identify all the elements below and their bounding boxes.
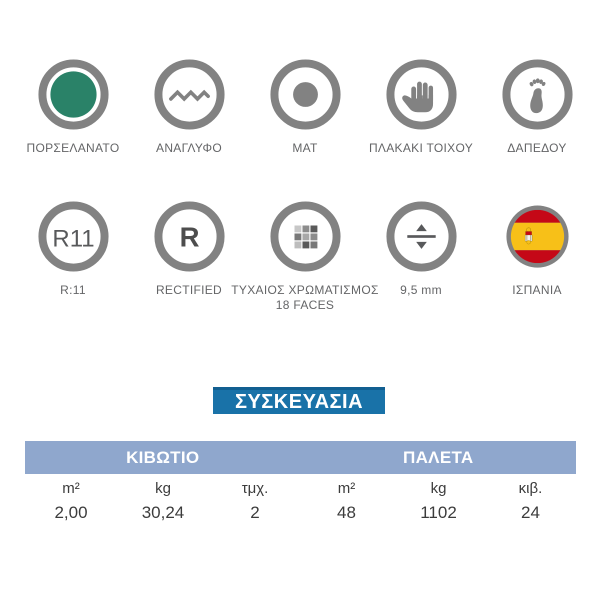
svg-text:R: R [179,221,199,252]
svg-text:R11: R11 [52,225,94,252]
